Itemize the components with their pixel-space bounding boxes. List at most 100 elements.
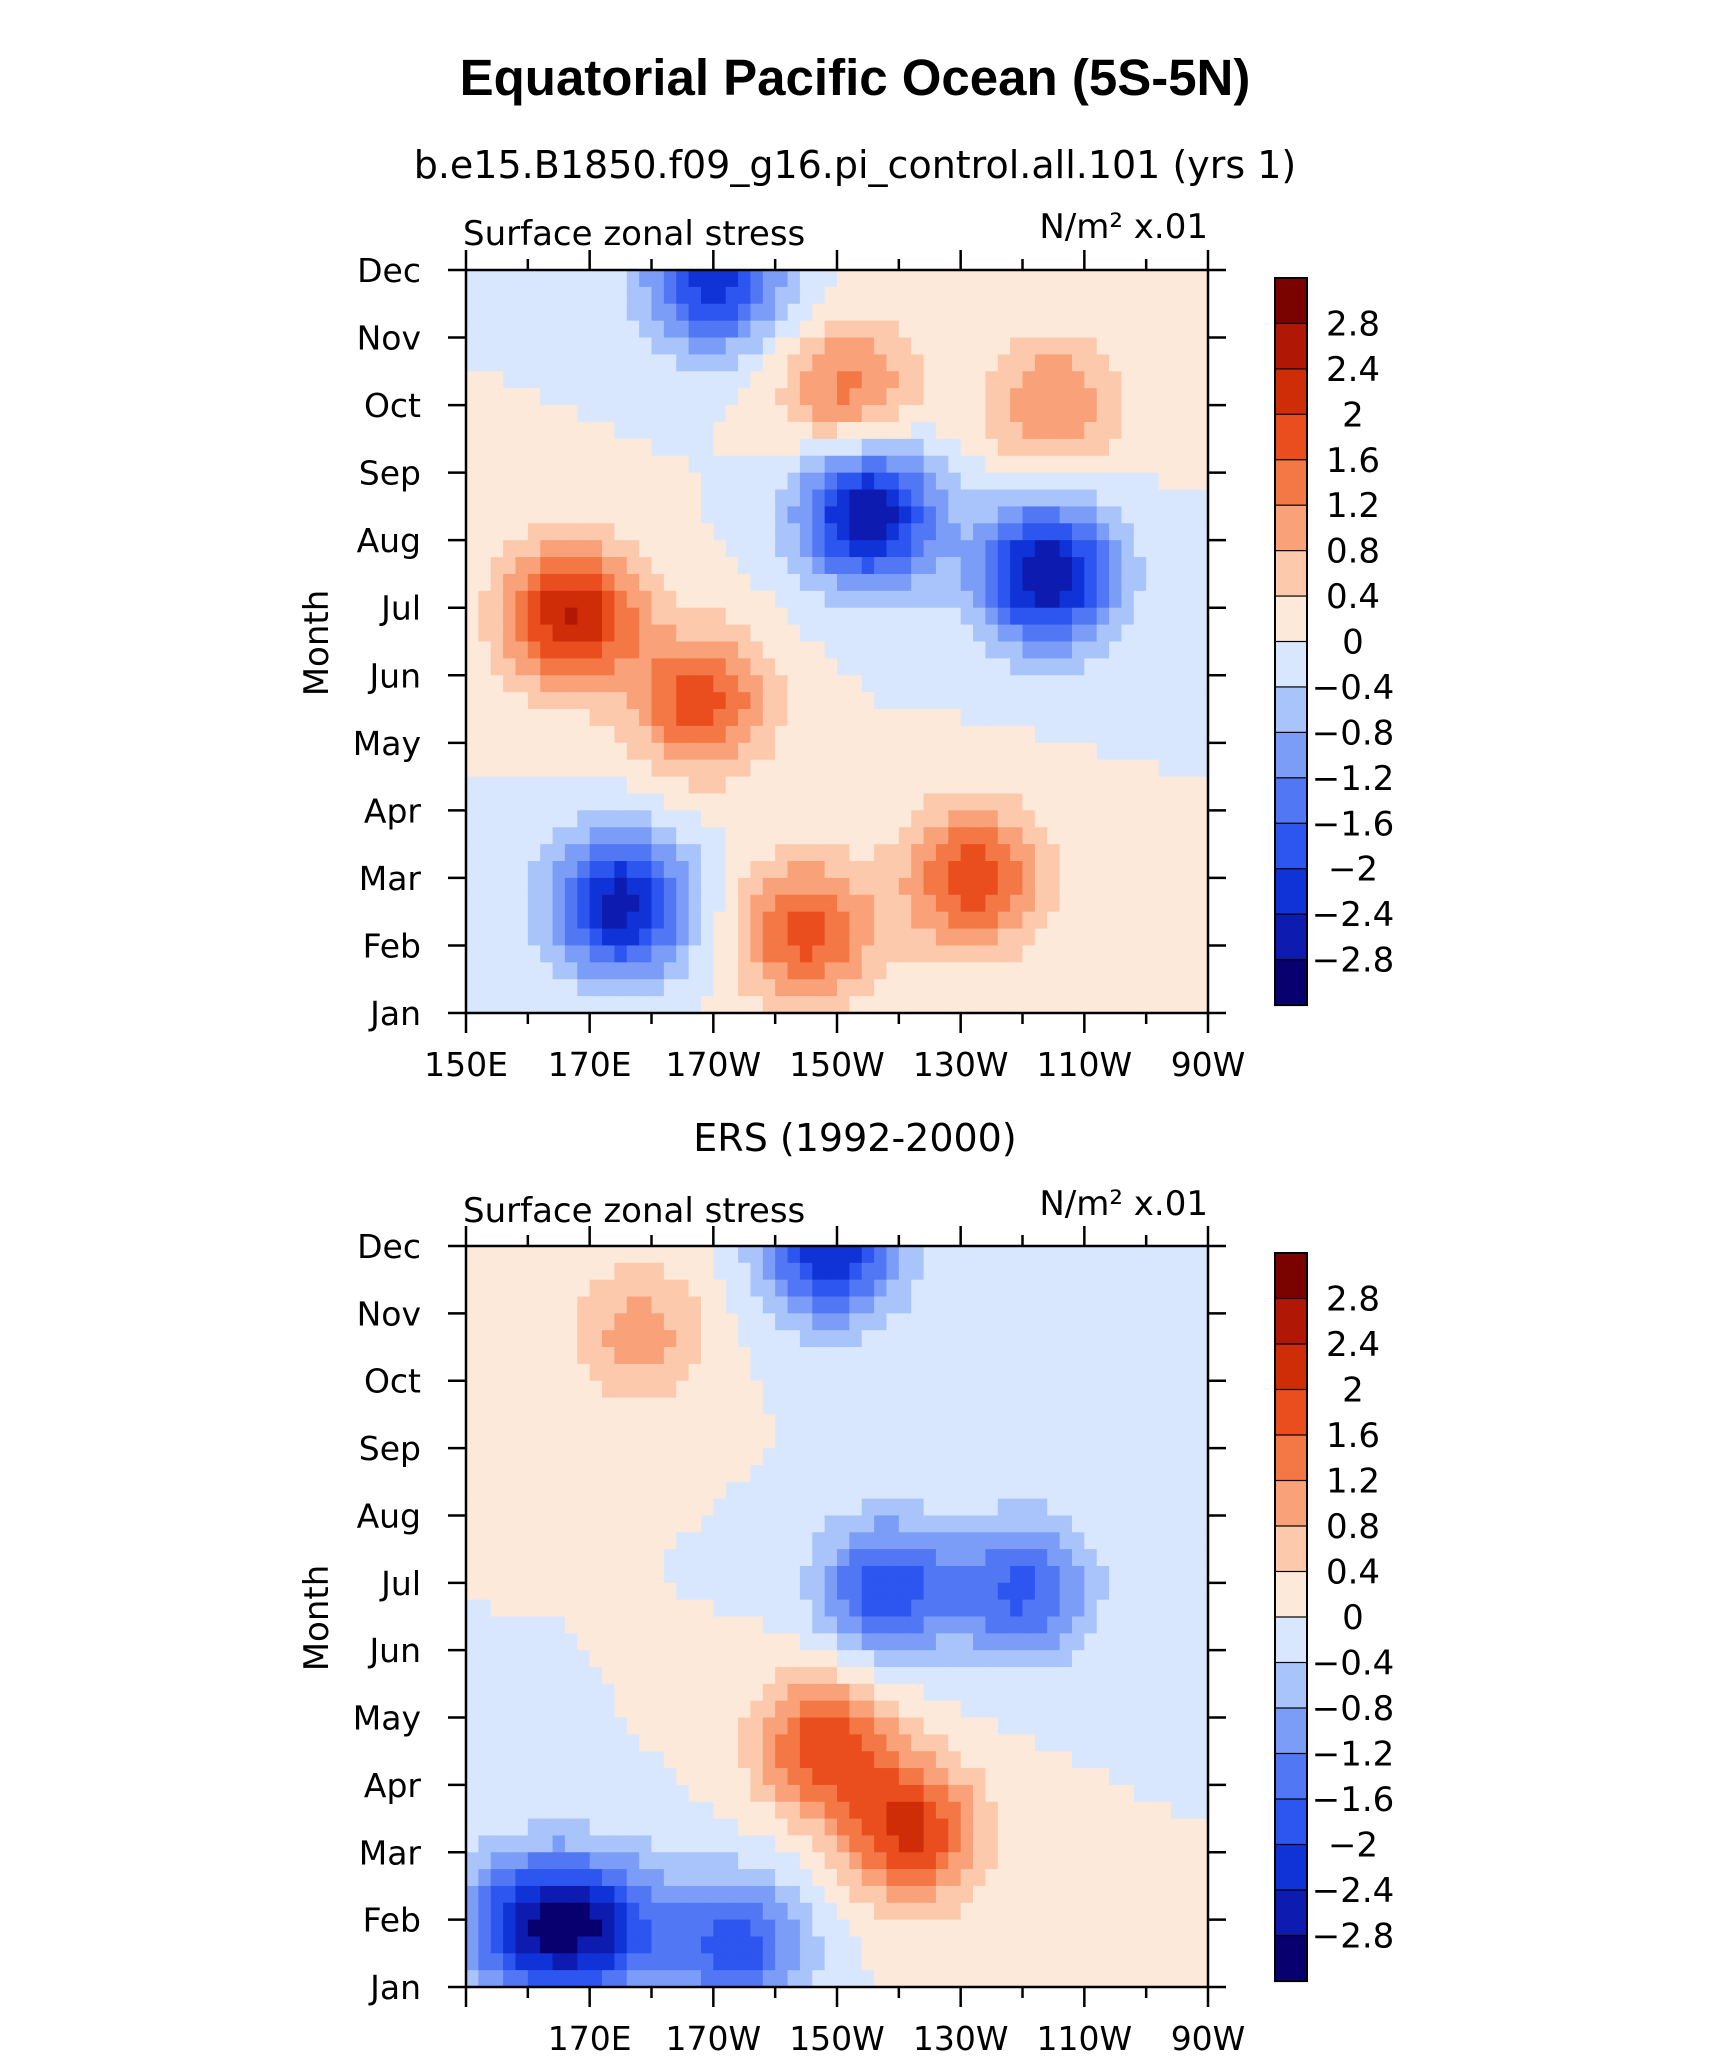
contour-cell <box>923 1751 937 1769</box>
contour-cell <box>997 1330 1011 1348</box>
contour-cell <box>1195 1565 1209 1584</box>
contour-cell <box>1010 1464 1024 1483</box>
contour-cell <box>527 1599 541 1618</box>
contour-cell <box>651 1363 665 1382</box>
contour-cell <box>1158 1801 1172 1820</box>
contour-cell <box>738 557 752 575</box>
contour-cell <box>738 1667 752 1685</box>
contour-cell <box>614 1279 628 1298</box>
contour-cell <box>923 371 937 389</box>
contour-cell <box>614 1330 628 1348</box>
contour-cell <box>1146 590 1160 609</box>
contour-cell <box>1146 1852 1160 1870</box>
contour-cell <box>1146 725 1160 744</box>
contour-cell <box>1146 1599 1160 1618</box>
contour-cell <box>985 354 999 372</box>
contour-cell <box>602 354 615 372</box>
contour-cell <box>787 1751 801 1769</box>
contour-cell <box>923 1515 937 1533</box>
contour-cell <box>948 1650 962 1668</box>
contour-cell <box>985 1734 999 1752</box>
contour-cell <box>960 1448 974 1466</box>
contour-cell <box>787 996 801 1014</box>
contour-cell <box>700 1431 714 1449</box>
contour-cell <box>614 1431 628 1449</box>
contour-cell <box>626 1683 640 1702</box>
contour-cell <box>886 1481 900 1500</box>
contour-cell <box>1121 1599 1135 1618</box>
contour-cell <box>663 573 677 592</box>
contour-cell <box>552 1279 566 1298</box>
contour-cell <box>762 1683 776 1702</box>
contour-cell <box>713 641 727 659</box>
contour-cell <box>577 776 591 795</box>
colorbar-swatch <box>1274 504 1308 552</box>
contour-cell <box>1183 658 1197 676</box>
contour-cell <box>564 1246 578 1264</box>
contour-cell <box>787 1768 801 1786</box>
contour-cell <box>1010 405 1024 423</box>
contour-cell <box>1183 1246 1197 1264</box>
contour-cell <box>626 1464 640 1483</box>
contour-cell <box>700 725 714 744</box>
contour-cell <box>911 1347 925 1365</box>
contour-cell <box>688 1784 702 1803</box>
contour-cell <box>626 607 640 626</box>
contour-cell <box>713 675 727 693</box>
contour-cell <box>1195 1532 1209 1550</box>
contour-cell <box>503 928 517 947</box>
contour-cell <box>898 1279 912 1298</box>
contour-cell <box>762 725 776 744</box>
contour-cell <box>552 1448 566 1466</box>
contour-cell <box>861 1835 875 1853</box>
contour-cell <box>589 1700 603 1719</box>
contour-cell <box>861 1667 875 1685</box>
contour-cell <box>725 1279 739 1298</box>
contour-cell <box>626 1246 640 1264</box>
contour-cell <box>1022 1734 1036 1752</box>
contour-cell <box>973 624 986 643</box>
contour-cell <box>750 742 764 761</box>
contour-cell <box>688 1768 702 1786</box>
contour-cell <box>1183 624 1197 643</box>
contour-cell <box>1133 388 1147 406</box>
contour-cell <box>466 1481 479 1500</box>
contour-cell <box>1109 624 1123 643</box>
contour-cell <box>626 827 640 845</box>
contour-cell <box>997 776 1011 795</box>
contour-cell <box>515 1397 529 1416</box>
contour-cell <box>1133 1262 1147 1281</box>
contour-cell <box>1010 1616 1024 1634</box>
contour-cell <box>651 286 665 305</box>
contour-cell <box>490 1565 504 1584</box>
contour-cell <box>527 1784 541 1803</box>
contour-cell <box>1047 861 1061 879</box>
contour-cell <box>750 1565 764 1584</box>
contour-cell <box>787 1532 801 1550</box>
contour-cell <box>478 1481 492 1500</box>
x-tick-label: 110W <box>1037 1045 1133 1084</box>
contour-cell <box>799 489 813 508</box>
contour-cell <box>799 573 813 592</box>
contour-cell <box>824 709 838 727</box>
contour-cell <box>997 590 1011 609</box>
contour-cell <box>1096 573 1110 592</box>
contour-cell <box>1158 540 1172 558</box>
contour-cell <box>923 1683 937 1702</box>
contour-cell <box>886 1667 900 1685</box>
contour-cell <box>799 810 813 828</box>
contour-cell <box>886 1515 900 1533</box>
contour-cell <box>935 1313 949 1331</box>
contour-cell <box>1059 861 1073 879</box>
contour-cell <box>787 911 801 930</box>
contour-cell <box>663 1246 677 1264</box>
contour-cell <box>1121 455 1135 474</box>
contour-cell <box>849 1700 863 1719</box>
contour-cell <box>503 607 517 626</box>
contour-cell <box>688 776 702 795</box>
contour-cell <box>1071 894 1085 913</box>
contour-cell <box>564 1717 578 1735</box>
contour-cell <box>886 371 900 389</box>
contour-cell <box>824 455 838 474</box>
contour-cell <box>1010 557 1024 575</box>
